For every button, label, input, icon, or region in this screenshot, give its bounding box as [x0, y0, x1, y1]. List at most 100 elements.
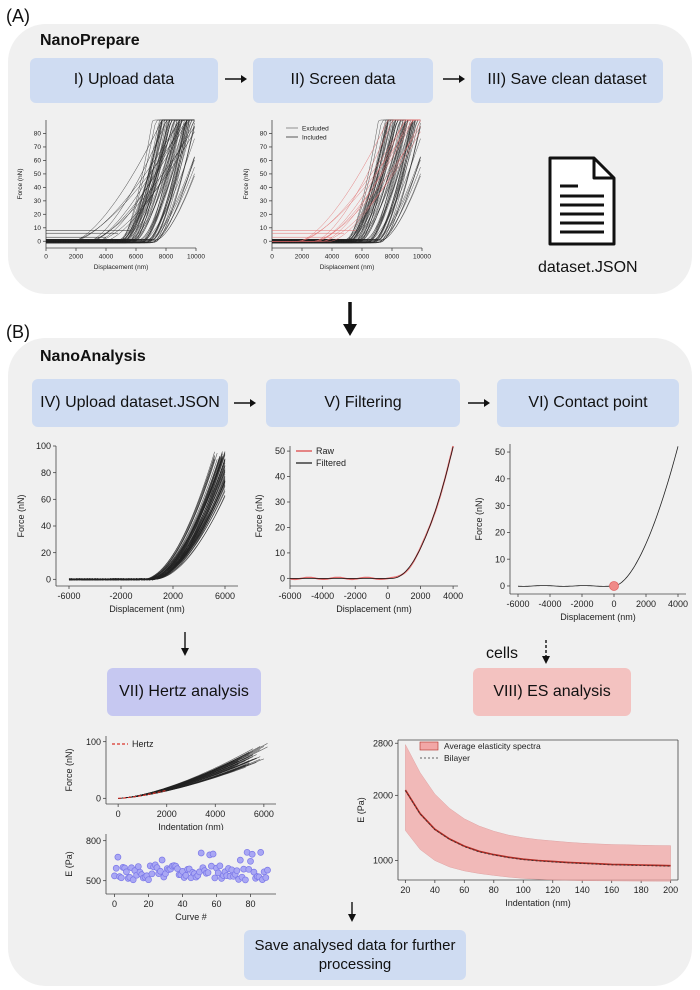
y-tick-label: 30: [495, 501, 505, 511]
x-tick-label: 6000: [129, 254, 144, 261]
elasticity-spectra-chart: 20 40 60 80 100 120 140 160 180 200 1000 2000 2800 In…: [356, 738, 679, 908]
y-tick-label: 50: [275, 446, 285, 456]
x-tick-label: 140: [575, 885, 590, 895]
y-tick-label: 50: [260, 171, 268, 178]
y-tick-label: 40: [495, 474, 505, 484]
y-tick-label: 10: [260, 225, 268, 232]
force-curve: [68, 472, 226, 581]
x-axis-label: Indentation (nm): [505, 898, 571, 908]
modulus-point: [211, 874, 219, 882]
y-tick-label: 2800: [373, 738, 393, 748]
x-tick-label: 200: [663, 885, 678, 895]
y-tick-label: 40: [41, 521, 51, 531]
panel-a-label: (A): [6, 6, 30, 26]
contact-point-chart: -6000 -4000 -2000 0 2000 4000 0 10 20 30 40 50 Displ…: [474, 444, 688, 622]
modulus-point: [233, 867, 241, 875]
x-tick-label: -6000: [506, 599, 529, 609]
force-curve: [272, 119, 421, 244]
y-tick-label: 80: [41, 468, 51, 478]
x-axis-label: Indentation (nm): [158, 822, 224, 830]
modulus-point: [174, 865, 181, 873]
x-tick-label: 0: [385, 591, 390, 601]
x-tick-label: 4000: [205, 809, 225, 819]
x-tick-label: 0: [112, 899, 117, 909]
force-curve: [69, 466, 226, 581]
y-tick-label: 10: [275, 548, 285, 558]
modulus-point: [264, 866, 271, 874]
y-axis-label: Force (nN): [16, 494, 26, 537]
modulus-point: [148, 870, 156, 878]
modulus-scatter-chart: 0 20 40 60 80 500 800 Curve # E (Pa): [64, 834, 276, 922]
filtering-chart: -6000 -4000 -2000 0 2000 4000 0 10 20 30 40 50 Displ…: [254, 445, 463, 614]
x-tick-label: 60: [211, 899, 221, 909]
y-axis-label: Force (nN): [254, 494, 264, 537]
y-tick-label: 40: [275, 472, 285, 482]
step-upload-dataset-json: IV) Upload dataset.JSON: [32, 379, 228, 427]
x-tick-label: 80: [245, 899, 255, 909]
x-tick-label: 0: [116, 809, 121, 819]
force-curve: [46, 119, 195, 240]
force-curve: [272, 122, 421, 243]
x-tick-label: 8000: [159, 254, 174, 261]
modulus-point: [158, 856, 166, 864]
modulus-point: [117, 874, 125, 882]
indentation-curve: [118, 761, 232, 799]
x-tick-label: 2000: [410, 591, 430, 601]
filtered-curve: [290, 446, 454, 579]
indentation-curve: [118, 751, 254, 799]
x-tick-label: 6000: [215, 591, 235, 601]
modulus-point: [257, 849, 265, 856]
x-tick-label: 2000: [636, 599, 656, 609]
modulus-point: [112, 864, 120, 872]
indentation-curve: [118, 746, 261, 799]
arrow-down-icon: [348, 902, 356, 922]
indentation-curve: [118, 751, 250, 799]
modulus-point: [216, 862, 224, 870]
step-contact-point: VI) Contact point: [497, 379, 679, 427]
x-tick-label: 100: [516, 885, 531, 895]
y-tick-label: 20: [41, 548, 51, 558]
y-tick-label: 100: [86, 737, 101, 747]
y-tick-label: 70: [34, 144, 42, 151]
indentation-curve: [118, 760, 250, 799]
contact-curve: [517, 446, 679, 587]
x-tick-label: 6000: [254, 809, 274, 819]
arrow-right-icon: [443, 75, 465, 83]
x-tick-label: 6000: [355, 254, 370, 261]
y-tick-label: 10: [495, 554, 505, 564]
force-curve: [46, 156, 195, 243]
y-tick-label: 20: [34, 212, 42, 219]
legend-swatch-es: [419, 741, 439, 751]
y-tick-label: 30: [260, 198, 268, 205]
x-tick-label: -6000: [278, 591, 301, 601]
step-hertz-analysis: VII) Hertz analysis: [107, 668, 261, 716]
x-tick-label: 4000: [325, 254, 340, 261]
force-curve: [272, 119, 421, 241]
legend-label: Raw: [316, 446, 335, 456]
modulus-point: [250, 868, 258, 876]
json-document-icon: [548, 156, 616, 246]
panel-b-title: NanoAnalysis: [40, 348, 146, 365]
force-curve: [46, 122, 195, 243]
hertz-fit-chart: 0 2000 4000 6000 0 100 Indentation (nm) Force (…: [64, 736, 276, 830]
force-curve: [68, 458, 221, 581]
modulus-point: [145, 876, 152, 884]
force-curve: [68, 456, 215, 581]
force-curve: [46, 119, 195, 242]
y-axis-label: Force (nN): [17, 168, 24, 199]
raw-curve: [289, 445, 454, 581]
force-curve: [68, 459, 218, 581]
step-filtering: V) Filtering: [266, 379, 460, 427]
x-tick-label: 60: [459, 885, 469, 895]
x-tick-label: 4000: [443, 591, 463, 601]
x-tick-label: 20: [143, 899, 153, 909]
indentation-curve: [118, 749, 261, 799]
x-tick-label: -4000: [311, 591, 334, 601]
indentation-curve: [118, 752, 250, 799]
force-curve: [68, 451, 226, 581]
x-tick-label: -4000: [538, 599, 561, 609]
y-tick-label: 10: [34, 225, 42, 232]
x-tick-label: 180: [634, 885, 649, 895]
modulus-point: [236, 856, 244, 864]
force-curve: [68, 452, 226, 581]
